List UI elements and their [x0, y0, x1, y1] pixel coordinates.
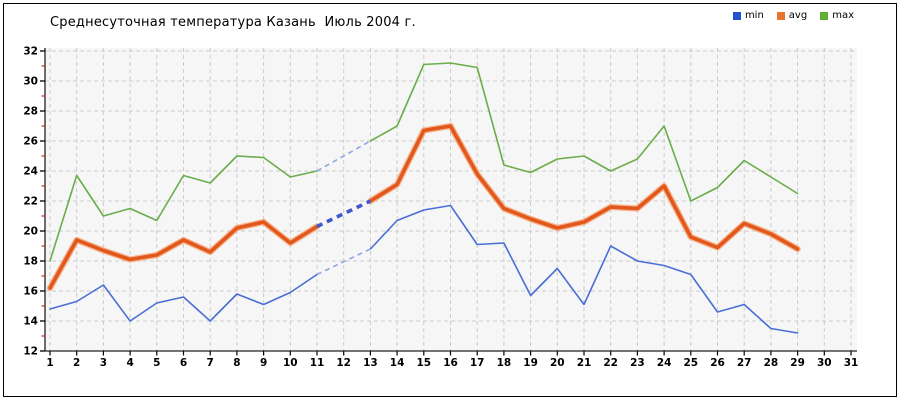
x-axis-tick-label: 31: [844, 357, 859, 369]
avg-series-swatch: [776, 11, 785, 20]
x-axis-tick-label: 28: [764, 357, 779, 369]
min-series-line: [369, 204, 799, 334]
y-axis-tick-label: 12: [23, 346, 38, 358]
x-axis-tick-label: 21: [577, 357, 592, 369]
avg-series-label: avg: [788, 10, 808, 21]
x-axis-tick-label: 24: [657, 357, 672, 369]
x-axis-tick-label: 16: [443, 357, 458, 369]
x-axis-tick-label: 3: [100, 357, 107, 369]
interpolated-dashed-segment: [316, 248, 371, 276]
x-axis-tick-label: 17: [470, 357, 485, 369]
y-axis-tick-label: 32: [23, 46, 38, 58]
interpolated-avg-dashed-segment: [316, 199, 372, 229]
x-axis-tick-label: 9: [260, 357, 267, 369]
x-axis-tick-label: 12: [336, 357, 351, 369]
max-series-label: max: [832, 10, 854, 21]
x-axis-tick-label: 13: [363, 357, 378, 369]
x-axis-tick-label: 15: [416, 357, 431, 369]
legend-item-avg[interactable]: avg: [776, 10, 808, 21]
x-axis-tick-label: 8: [233, 357, 240, 369]
x-axis-tick-label: 4: [126, 357, 133, 369]
max-series-line: [49, 155, 318, 262]
chart-legend: min avg max: [732, 10, 854, 21]
x-axis-tick-label: 23: [630, 357, 645, 369]
min-series-swatch: [732, 11, 741, 20]
x-axis-tick-label: 1: [46, 357, 53, 369]
x-axis-tick-label: 2: [73, 357, 80, 369]
avg-series-line: [48, 220, 319, 290]
y-axis-tick-label: 24: [23, 166, 38, 178]
max-series-line: [369, 62, 799, 202]
max-series-swatch: [820, 11, 829, 20]
legend-item-max[interactable]: max: [820, 10, 854, 21]
x-axis-tick-label: 6: [180, 357, 187, 369]
y-axis-tick-label: 20: [23, 226, 38, 238]
x-axis-tick-label: 5: [153, 357, 160, 369]
x-axis-tick-label: 19: [523, 357, 538, 369]
legend-item-min[interactable]: min: [732, 10, 764, 21]
x-axis-tick-label: 7: [207, 357, 214, 369]
min-series-line: [49, 273, 318, 322]
x-axis-tick-label: 10: [283, 357, 298, 369]
y-axis-tick-label: 22: [23, 196, 38, 208]
x-axis-tick-label: 22: [603, 357, 618, 369]
avg-series-line: [368, 124, 800, 251]
x-axis-tick-label: 26: [710, 357, 725, 369]
y-axis-tick-label: 16: [23, 286, 38, 298]
y-axis-tick-label: 14: [23, 316, 38, 328]
y-axis-tick-label: 28: [23, 106, 38, 118]
x-axis-tick-label: 30: [817, 357, 832, 369]
x-axis-tick-label: 27: [737, 357, 752, 369]
x-axis-tick-label: 25: [683, 357, 698, 369]
y-axis-tick-label: 30: [23, 76, 38, 88]
min-series-label: min: [744, 10, 764, 21]
chart-title: Среднесуточная температура Казань Июль 2…: [50, 15, 416, 30]
x-axis-tick-label: 29: [790, 357, 805, 369]
y-axis-tick-label: 26: [23, 136, 38, 148]
x-axis-tick-label: 11: [310, 357, 325, 369]
x-axis-tick-label: 14: [390, 357, 405, 369]
interpolated-dashed-segment: [316, 140, 371, 172]
x-axis-tick-label: 18: [497, 357, 512, 369]
y-axis-tick-label: 18: [23, 256, 38, 268]
x-axis-tick-label: 20: [550, 357, 565, 369]
